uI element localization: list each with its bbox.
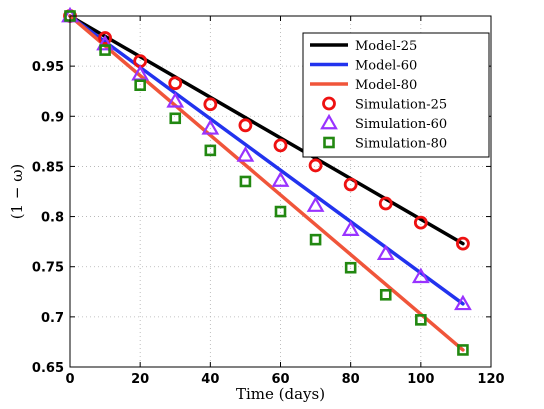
y-tick-label: 0.65 bbox=[32, 361, 64, 376]
x-tick-label: 0 bbox=[65, 372, 74, 387]
simulation-80-point bbox=[379, 288, 392, 301]
legend-box bbox=[302, 32, 490, 158]
simulation-25-point bbox=[238, 118, 253, 133]
legend-marker-simulation-25 bbox=[322, 96, 336, 111]
x-tick-label: 100 bbox=[407, 372, 434, 387]
simulation-60-point bbox=[166, 92, 185, 108]
y-tick-label: 0.9 bbox=[41, 110, 64, 125]
simulation-25-point bbox=[168, 76, 183, 91]
simulation-60-point bbox=[376, 244, 395, 261]
simulation-60-point bbox=[306, 196, 325, 212]
simulation-60-point bbox=[96, 34, 114, 51]
x-tick-label: 120 bbox=[477, 372, 504, 387]
simulation-80-point bbox=[309, 233, 322, 246]
simulation-25-point bbox=[273, 138, 288, 153]
simulation-80-point bbox=[344, 261, 357, 274]
legend-label: Model-60 bbox=[355, 59, 417, 74]
simulation-25-point bbox=[308, 158, 323, 173]
simulation-80-point bbox=[274, 205, 287, 218]
y-tick-label: 0.95 bbox=[32, 60, 64, 75]
simulation-25-point bbox=[456, 236, 470, 251]
legend-label: Model-25 bbox=[355, 39, 417, 54]
x-tick-label: 80 bbox=[342, 372, 360, 387]
model-25-line bbox=[68, 14, 465, 246]
simulation-80-point bbox=[457, 344, 469, 356]
y-axis-label: (1 − ω) bbox=[8, 164, 26, 220]
simulation-80-point bbox=[99, 44, 111, 56]
y-tick-label: 0.75 bbox=[32, 261, 64, 276]
simulation-80-point bbox=[134, 79, 146, 91]
x-tick-label: 20 bbox=[131, 372, 149, 387]
x-tick-label: 40 bbox=[201, 372, 219, 387]
simulation-60-point bbox=[411, 267, 430, 284]
simulation-25-point bbox=[413, 215, 428, 230]
legend-label: Simulation-80 bbox=[355, 137, 447, 152]
simulation-60-point bbox=[201, 119, 220, 135]
grid bbox=[70, 16, 491, 367]
simulation-80-point bbox=[415, 314, 427, 326]
simulation-60-point bbox=[341, 220, 360, 236]
simulation-25-point bbox=[343, 177, 358, 192]
model-80-line bbox=[68, 14, 465, 352]
legend-label: Model-80 bbox=[355, 78, 417, 93]
simulation-60-point bbox=[236, 146, 255, 162]
x-axis-label: Time (days) bbox=[236, 385, 325, 403]
legend-marker-simulation-60 bbox=[320, 113, 338, 130]
simulation-25-point bbox=[378, 196, 393, 211]
simulation-60-point bbox=[271, 171, 290, 187]
simulation-80-point bbox=[204, 144, 217, 157]
y-tick-label: 0.85 bbox=[32, 160, 64, 175]
simulation-80-point bbox=[239, 175, 252, 188]
legend-label: Simulation-60 bbox=[355, 117, 447, 132]
legend-marker-simulation-80 bbox=[323, 136, 335, 149]
simulation-25-point bbox=[98, 31, 112, 45]
simulation-80-point bbox=[169, 112, 182, 125]
x-tick-label: 60 bbox=[271, 372, 289, 387]
simulation-60-point bbox=[454, 294, 472, 311]
legend: Model-25 Model-60 Model-80 Simulation-25 Sim… bbox=[302, 32, 490, 158]
series-layer bbox=[61, 6, 472, 356]
simulation-25-point bbox=[203, 97, 218, 112]
legend-label: Simulation-25 bbox=[355, 98, 447, 113]
ticks: 0 20 40 60 80 100 120 0.65 0.7 0.75 0.8 0.85 0.9 0.95 bbox=[32, 16, 505, 387]
y-tick-label: 0.8 bbox=[41, 211, 64, 226]
y-tick-label: 0.7 bbox=[41, 311, 64, 326]
